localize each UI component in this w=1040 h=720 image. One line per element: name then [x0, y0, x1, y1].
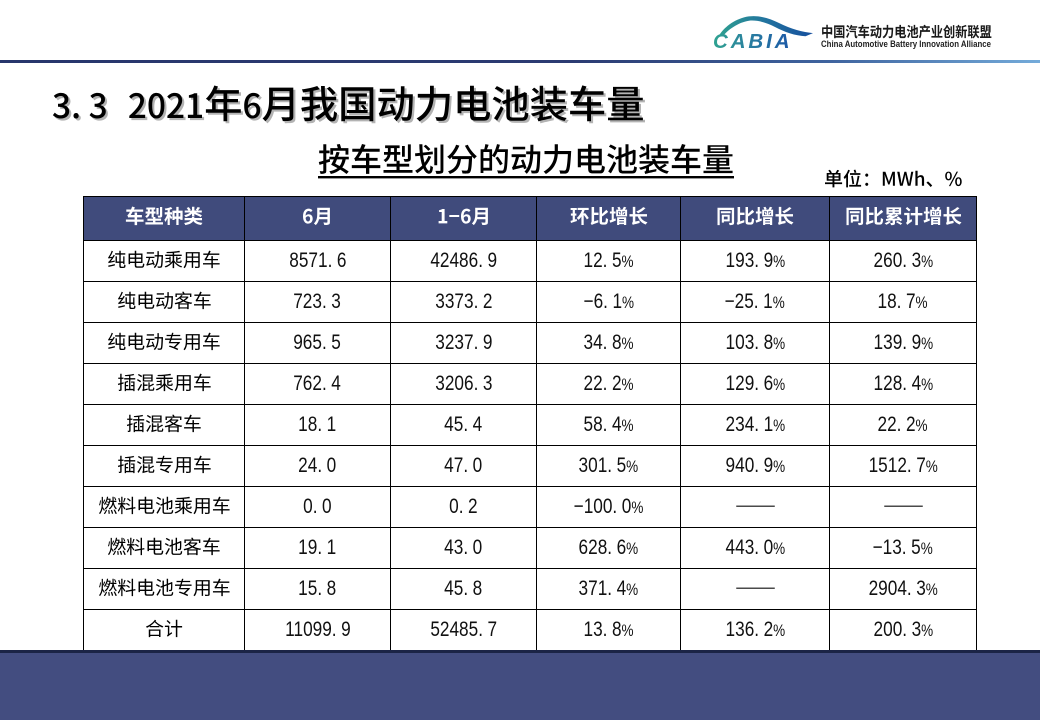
svg-text:China Automotive Battery Innov: China Automotive Battery Innovation Alli…: [821, 39, 991, 49]
svg-text:CABIA: CABIA: [713, 30, 792, 53]
